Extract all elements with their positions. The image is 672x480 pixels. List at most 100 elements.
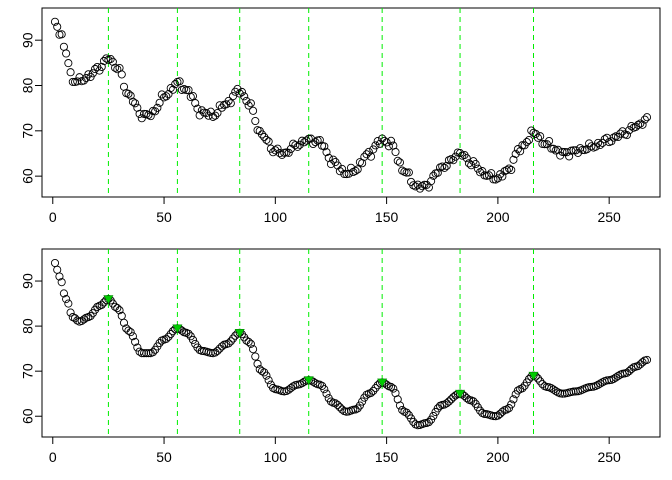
data-point bbox=[511, 149, 520, 158]
y-tick-label: 80 bbox=[20, 318, 36, 334]
data-point bbox=[638, 358, 647, 367]
data-point bbox=[97, 62, 106, 71]
data-point bbox=[447, 395, 456, 404]
data-point bbox=[79, 315, 88, 324]
data-point bbox=[102, 54, 111, 63]
peak-marker bbox=[303, 376, 314, 386]
data-point bbox=[211, 111, 220, 120]
data-point bbox=[471, 159, 480, 169]
data-point bbox=[184, 329, 193, 338]
data-point bbox=[231, 87, 240, 96]
data-point bbox=[489, 175, 498, 184]
data-point bbox=[362, 150, 371, 159]
data-point bbox=[311, 379, 320, 388]
data-point bbox=[55, 272, 64, 281]
data-point bbox=[360, 152, 369, 161]
data-point bbox=[344, 169, 353, 178]
data-point bbox=[409, 181, 418, 190]
data-point bbox=[440, 163, 449, 172]
data-point bbox=[625, 367, 634, 376]
data-point bbox=[137, 349, 146, 358]
data-point bbox=[315, 380, 324, 389]
data-point bbox=[469, 157, 478, 166]
data-point bbox=[358, 397, 367, 406]
data-point bbox=[502, 166, 511, 175]
data-point bbox=[57, 30, 66, 39]
y-tick-label: 60 bbox=[20, 408, 36, 424]
data-point bbox=[264, 376, 273, 385]
data-point bbox=[264, 137, 273, 146]
data-point bbox=[59, 42, 68, 51]
data-point bbox=[244, 337, 253, 346]
data-point bbox=[249, 106, 258, 115]
data-point bbox=[440, 400, 449, 409]
data-point bbox=[531, 129, 540, 138]
data-point bbox=[366, 388, 376, 397]
data-point bbox=[638, 120, 647, 129]
peak-marker bbox=[234, 329, 245, 338]
data-point bbox=[456, 149, 465, 158]
data-point bbox=[228, 92, 238, 101]
data-point bbox=[380, 136, 389, 145]
x-tick-label: 100 bbox=[264, 209, 288, 225]
data-point bbox=[498, 172, 507, 181]
data-point bbox=[162, 334, 171, 343]
data-point bbox=[549, 385, 558, 394]
data-point bbox=[444, 397, 453, 406]
data-point bbox=[166, 329, 175, 339]
data-point bbox=[502, 405, 511, 414]
chart-panel-1: 0 50 100 150 200 250 60 70 80 90 bbox=[20, 7, 661, 225]
data-point bbox=[398, 406, 407, 415]
data-point bbox=[226, 337, 235, 346]
data-point bbox=[126, 328, 135, 337]
y-tick-label: 90 bbox=[20, 273, 36, 289]
data-point bbox=[518, 384, 527, 393]
data-point bbox=[462, 154, 471, 163]
data-point bbox=[304, 134, 313, 143]
data-point bbox=[180, 84, 189, 94]
data-point bbox=[197, 106, 206, 115]
data-point bbox=[188, 335, 198, 344]
data-point bbox=[240, 92, 249, 101]
x-tick-label: 0 bbox=[49, 209, 57, 225]
data-point bbox=[573, 148, 583, 157]
data-point bbox=[340, 169, 349, 179]
data-point bbox=[329, 155, 338, 164]
data-point bbox=[233, 84, 242, 93]
data-point bbox=[593, 380, 603, 389]
data-point bbox=[498, 407, 507, 416]
data-point bbox=[536, 132, 545, 141]
data-point bbox=[257, 130, 267, 139]
data-point bbox=[402, 408, 411, 417]
data-point bbox=[338, 164, 347, 173]
data-point bbox=[504, 164, 514, 173]
data-point bbox=[62, 295, 71, 304]
data-point bbox=[427, 177, 436, 186]
x-tick-label: 100 bbox=[264, 449, 288, 465]
data-point bbox=[509, 155, 518, 164]
data-point bbox=[253, 359, 262, 368]
data-point bbox=[282, 386, 291, 396]
data-point bbox=[251, 352, 260, 361]
data-point bbox=[596, 140, 605, 149]
data-point bbox=[131, 99, 140, 108]
data-point bbox=[558, 147, 567, 156]
data-point bbox=[244, 101, 253, 110]
data-point bbox=[611, 373, 620, 382]
data-point bbox=[246, 339, 255, 348]
data-point bbox=[322, 389, 331, 398]
data-point bbox=[449, 393, 458, 402]
data-point bbox=[213, 346, 222, 355]
y-tick-label: 70 bbox=[20, 363, 36, 379]
data-point bbox=[113, 65, 122, 74]
x-tick-label: 150 bbox=[375, 209, 399, 225]
data-point bbox=[59, 289, 68, 298]
x-tick-label: 50 bbox=[156, 209, 172, 225]
data-point bbox=[249, 345, 258, 354]
data-point bbox=[164, 90, 173, 99]
data-point bbox=[393, 156, 402, 165]
data-point bbox=[351, 166, 360, 175]
data-point bbox=[442, 161, 451, 170]
data-point bbox=[144, 349, 153, 358]
